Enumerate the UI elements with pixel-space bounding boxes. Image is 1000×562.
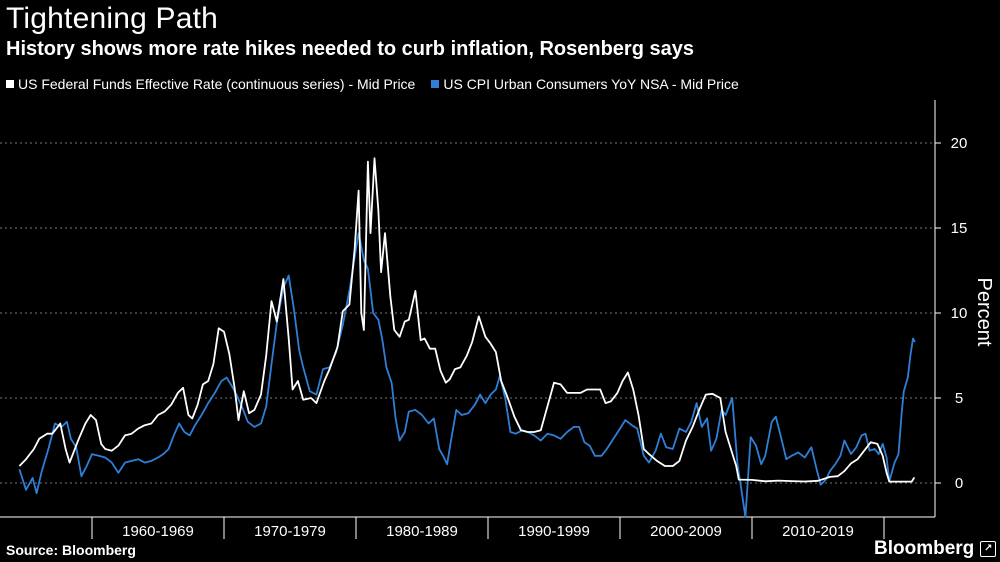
legend-item-ffr: US Federal Funds Effective Rate (continu…: [6, 76, 415, 92]
series-line-cpi: [18, 232, 916, 518]
series-line-ffr: [18, 157, 916, 483]
y-tick-label: 0: [955, 475, 963, 492]
legend-item-cpi: US CPI Urban Consumers YoY NSA - Mid Pri…: [431, 76, 739, 92]
x-tick-label: 2000-2009: [650, 523, 722, 540]
chart-subtitle: History shows more rate hikes needed to …: [6, 38, 694, 60]
y-axis-label: Percent: [973, 278, 995, 347]
legend-label-ffr: US Federal Funds Effective Rate (continu…: [18, 76, 416, 92]
chart-legend: US Federal Funds Effective Rate (continu…: [6, 76, 739, 92]
y-tick-label: 15: [951, 220, 968, 237]
y-tick-label: 5: [955, 390, 963, 407]
x-tick-label: 1970-1979: [254, 523, 326, 540]
legend-swatch-ffr: [6, 80, 14, 88]
chart-title: Tightening Path: [6, 2, 219, 35]
axes: 0 5 10 15 20 1960-1969 1970-1979 1980-1989 1990-…: [0, 100, 967, 540]
gridlines: [0, 142, 935, 484]
x-tick-label: 1980-1989: [386, 523, 458, 540]
y-tick-label: 10: [951, 305, 968, 322]
expand-icon[interactable]: ↗: [980, 541, 997, 557]
series-lines: [18, 157, 916, 518]
legend-swatch-cpi: [431, 80, 440, 88]
brand-name: Bloomberg: [874, 538, 975, 559]
bloomberg-logo: Bloomberg ↗: [874, 538, 997, 560]
x-tick-label: 1990-1999: [518, 523, 590, 540]
source-note: Source: Bloomberg: [6, 542, 136, 558]
y-tick-label: 20: [951, 135, 968, 152]
x-tick-label: 1960-1969: [122, 523, 194, 540]
x-tick-label: 2010-2019: [782, 523, 854, 540]
legend-label-cpi: US CPI Urban Consumers YoY NSA - Mid Pri…: [443, 76, 739, 92]
